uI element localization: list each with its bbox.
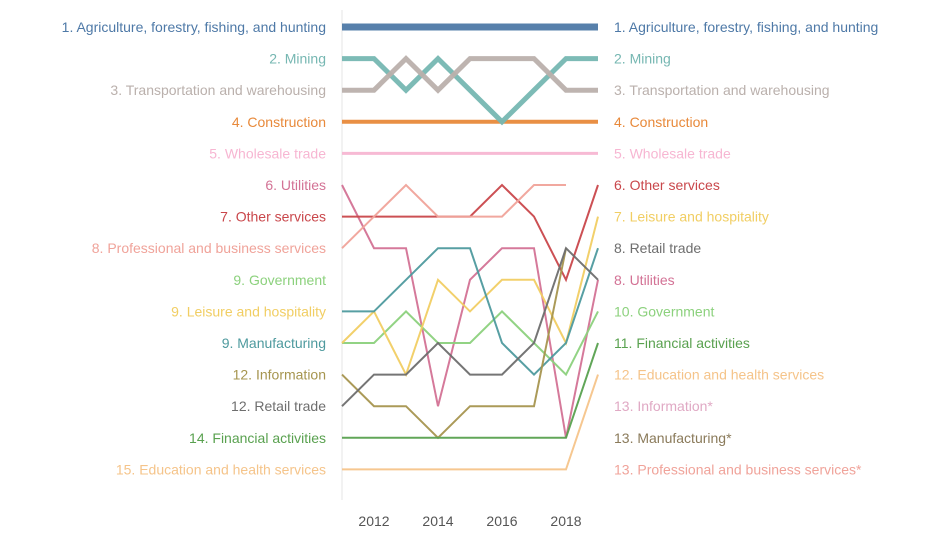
right-rank-label: 3. Transportation and warehousing <box>614 82 830 98</box>
left-rank-label: 1. Agriculture, forestry, fishing, and h… <box>62 19 326 35</box>
right-rank-label: 12. Education and health services <box>614 367 824 383</box>
series-line-transportation-and-warehousing <box>342 55 598 94</box>
series-line-mining <box>342 55 598 126</box>
right-rank-labels: 1. Agriculture, forestry, fishing, and h… <box>614 19 878 477</box>
left-rank-label: 9. Government <box>233 272 326 288</box>
x-tick-label: 2016 <box>486 513 517 529</box>
series-line-utilities <box>341 184 599 438</box>
series-line-information <box>341 248 567 440</box>
right-rank-label: 4. Construction <box>614 114 708 130</box>
left-rank-label: 14. Financial activities <box>189 430 326 446</box>
left-rank-label: 12. Retail trade <box>231 398 326 414</box>
right-rank-label: 8. Retail trade <box>614 240 701 256</box>
left-rank-label: 9. Manufacturing <box>222 335 326 351</box>
series-line-manufacturing <box>342 247 599 377</box>
right-rank-label: 6. Other services <box>614 177 720 193</box>
right-rank-label: 11. Financial activities <box>614 335 750 351</box>
series-line-government <box>342 309 599 377</box>
left-rank-label: 12. Information <box>233 367 326 383</box>
right-rank-label: 7. Leisure and hospitality <box>614 209 769 225</box>
left-rank-label: 8. Professional and business services <box>92 240 326 256</box>
series-line-professional-and-business-services <box>341 183 566 249</box>
right-rank-label: 2. Mining <box>614 51 671 67</box>
left-rank-label: 5. Wholesale trade <box>209 145 326 161</box>
series-line-retail-trade <box>341 246 599 407</box>
left-rank-label: 7. Other services <box>220 209 326 225</box>
left-rank-label: 9. Leisure and hospitality <box>171 303 326 319</box>
series-lines <box>341 23 599 471</box>
x-tick-label: 2012 <box>358 513 389 529</box>
x-tick-labels: 2012 2014 2016 2018 <box>358 513 581 529</box>
left-rank-label: 6. Utilities <box>265 177 326 193</box>
left-rank-labels: 1. Agriculture, forestry, fishing, and h… <box>62 19 327 477</box>
left-rank-label: 4. Construction <box>232 114 326 130</box>
x-tick-label: 2018 <box>550 513 581 529</box>
right-rank-label: 13. Information* <box>614 398 713 414</box>
right-rank-label: 13. Manufacturing* <box>614 430 732 446</box>
right-rank-label: 10. Government <box>614 303 714 319</box>
series-line-leisure-and-hospitality <box>341 216 599 378</box>
left-rank-label: 3. Transportation and warehousing <box>110 82 326 98</box>
right-rank-label: 8. Utilities <box>614 272 675 288</box>
series-line-financial-activities <box>342 342 599 439</box>
left-rank-label: 2. Mining <box>269 51 326 67</box>
x-tick-label: 2014 <box>422 513 453 529</box>
left-rank-label: 15. Education and health services <box>116 461 326 477</box>
right-rank-label: 13. Professional and business services* <box>614 461 862 477</box>
right-rank-label: 1. Agriculture, forestry, fishing, and h… <box>614 19 878 35</box>
right-rank-label: 5. Wholesale trade <box>614 145 731 161</box>
series-line-education-and-health-services <box>342 374 599 471</box>
